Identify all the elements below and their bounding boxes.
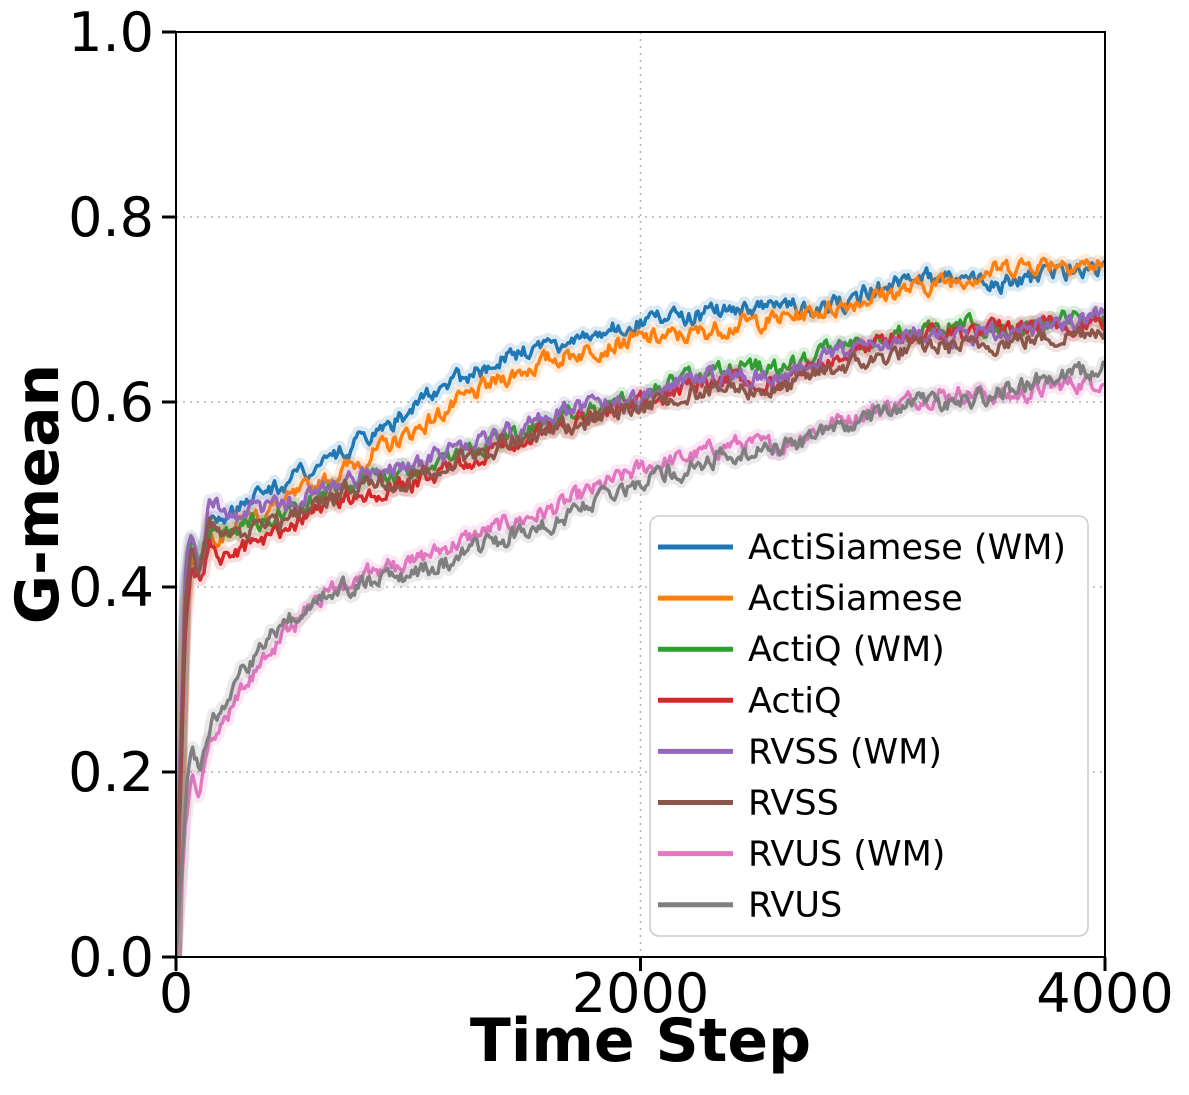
x-axis-label: Time Step — [469, 1006, 812, 1076]
y-tick-label-0.0: 0.0 — [68, 926, 154, 989]
legend-label-rvss-wm: RVSS (WM) — [748, 732, 942, 772]
series-line-rvus — [176, 360, 1105, 957]
legend: ActiSiamese (WM) ActiSiamese ActiQ (WM) Act… — [649, 515, 1089, 937]
legend-label-rvus-wm: RVUS (WM) — [748, 835, 945, 875]
legend-label-actisiamese: ActiSiamese — [748, 579, 963, 619]
legend-label-actisiamese-wm: ActiSiamese (WM) — [748, 528, 1066, 568]
series-line-actisiamese-wm — [176, 259, 1105, 957]
y-tick-label-0.6: 0.6 — [68, 371, 154, 434]
legend-label-rvus: RVUS — [748, 886, 842, 926]
y-axis-label: G-mean — [3, 363, 73, 625]
y-tick-label-1.0: 1.0 — [68, 1, 154, 64]
y-tick-label-0.8: 0.8 — [68, 186, 154, 249]
legend-label-actiq: ActiQ — [748, 681, 842, 721]
x-tick-label-2000: 2000 — [572, 962, 709, 1025]
y-tick-label-0.4: 0.4 — [68, 556, 154, 619]
y-tick-label-0.2: 0.2 — [68, 741, 154, 804]
series-line-rvss — [176, 325, 1105, 957]
x-tick-label-4000: 4000 — [1036, 962, 1173, 1025]
series-line-rvus-wm — [176, 372, 1105, 957]
x-tick-label-0: 0 — [159, 962, 193, 1025]
legend-frame — [649, 515, 1089, 937]
legend-label-rvss: RVSS — [748, 784, 839, 824]
legend-label-actiq-wm: ActiQ (WM) — [748, 630, 945, 670]
